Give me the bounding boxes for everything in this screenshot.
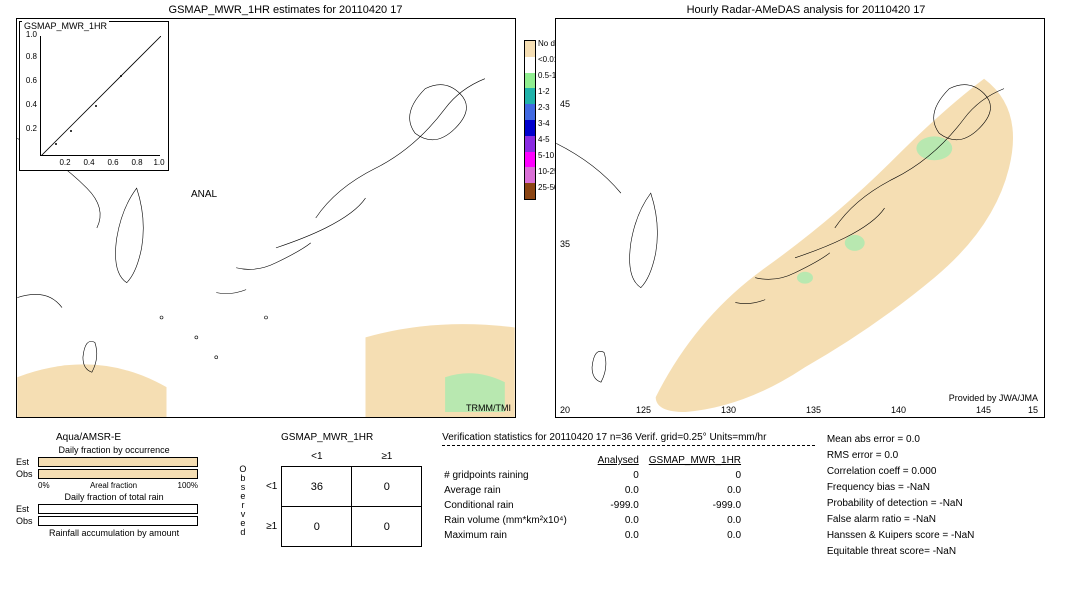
inset-axes: 0.2 0.4 0.6 0.8 1.0 0.2 0.4 0.6 0.8 1.0	[40, 36, 160, 156]
accum-title: Rainfall accumulation by amount	[16, 528, 212, 538]
trmm-label: TRMM/TMI	[466, 403, 511, 413]
metrics-list: Mean abs error = 0.0RMS error = 0.0Corre…	[827, 432, 1072, 560]
verif-title: Verification statistics for 20110420 17 …	[442, 432, 815, 443]
fractions-panel: Aqua/AMSR-E Daily fraction by occurrence…	[16, 432, 212, 560]
right-map-svg	[556, 19, 1044, 417]
ct-01: 0	[352, 467, 422, 507]
observed-label: Observed	[238, 465, 248, 537]
ct-11: 0	[352, 507, 422, 547]
occ-title: Daily fraction by occurrence	[16, 445, 212, 455]
source-label: Aqua/AMSR-E	[56, 432, 212, 443]
anal-label: ANAL	[191, 189, 217, 200]
lat-tick: 45	[560, 99, 570, 109]
left-map-frame: GSMAP_MWR_1HR 0.2 0.4 0.6 0.8 1.0 0.2	[16, 18, 516, 418]
lat-tick: 35	[560, 239, 570, 249]
provider-label: Provided by JWA/JMA	[949, 393, 1038, 403]
est-occ-bar	[38, 457, 198, 467]
gsmap-estimate-panel: GSMAP_MWR_1HR estimates for 20110420 17	[0, 0, 555, 430]
ct-10: 0	[282, 507, 352, 547]
inset-scatter: GSMAP_MWR_1HR 0.2 0.4 0.6 0.8 1.0 0.2	[19, 21, 169, 171]
contab-title: GSMAP_MWR_1HR	[224, 432, 430, 443]
ct-00: 36	[282, 467, 352, 507]
right-map-frame: 45 35 20 125 130 135 140 145 15 Provided…	[555, 18, 1045, 418]
est-total-bar	[38, 504, 198, 514]
left-map-title: GSMAP_MWR_1HR estimates for 20110420 17	[16, 4, 555, 16]
radar-amedas-panel: Hourly Radar-AMeDAS analysis for 2011042…	[555, 0, 1065, 430]
contingency-table: GSMAP_MWR_1HR Observed <1≥1 <1 36 0 ≥1 0…	[224, 432, 430, 560]
verification-stats: Verification statistics for 20110420 17 …	[442, 432, 815, 560]
total-title: Daily fraction of total rain	[16, 492, 212, 502]
obs-total-bar	[38, 516, 198, 526]
right-map-title: Hourly Radar-AMeDAS analysis for 2011042…	[555, 4, 1057, 16]
obs-occ-bar	[38, 469, 198, 479]
